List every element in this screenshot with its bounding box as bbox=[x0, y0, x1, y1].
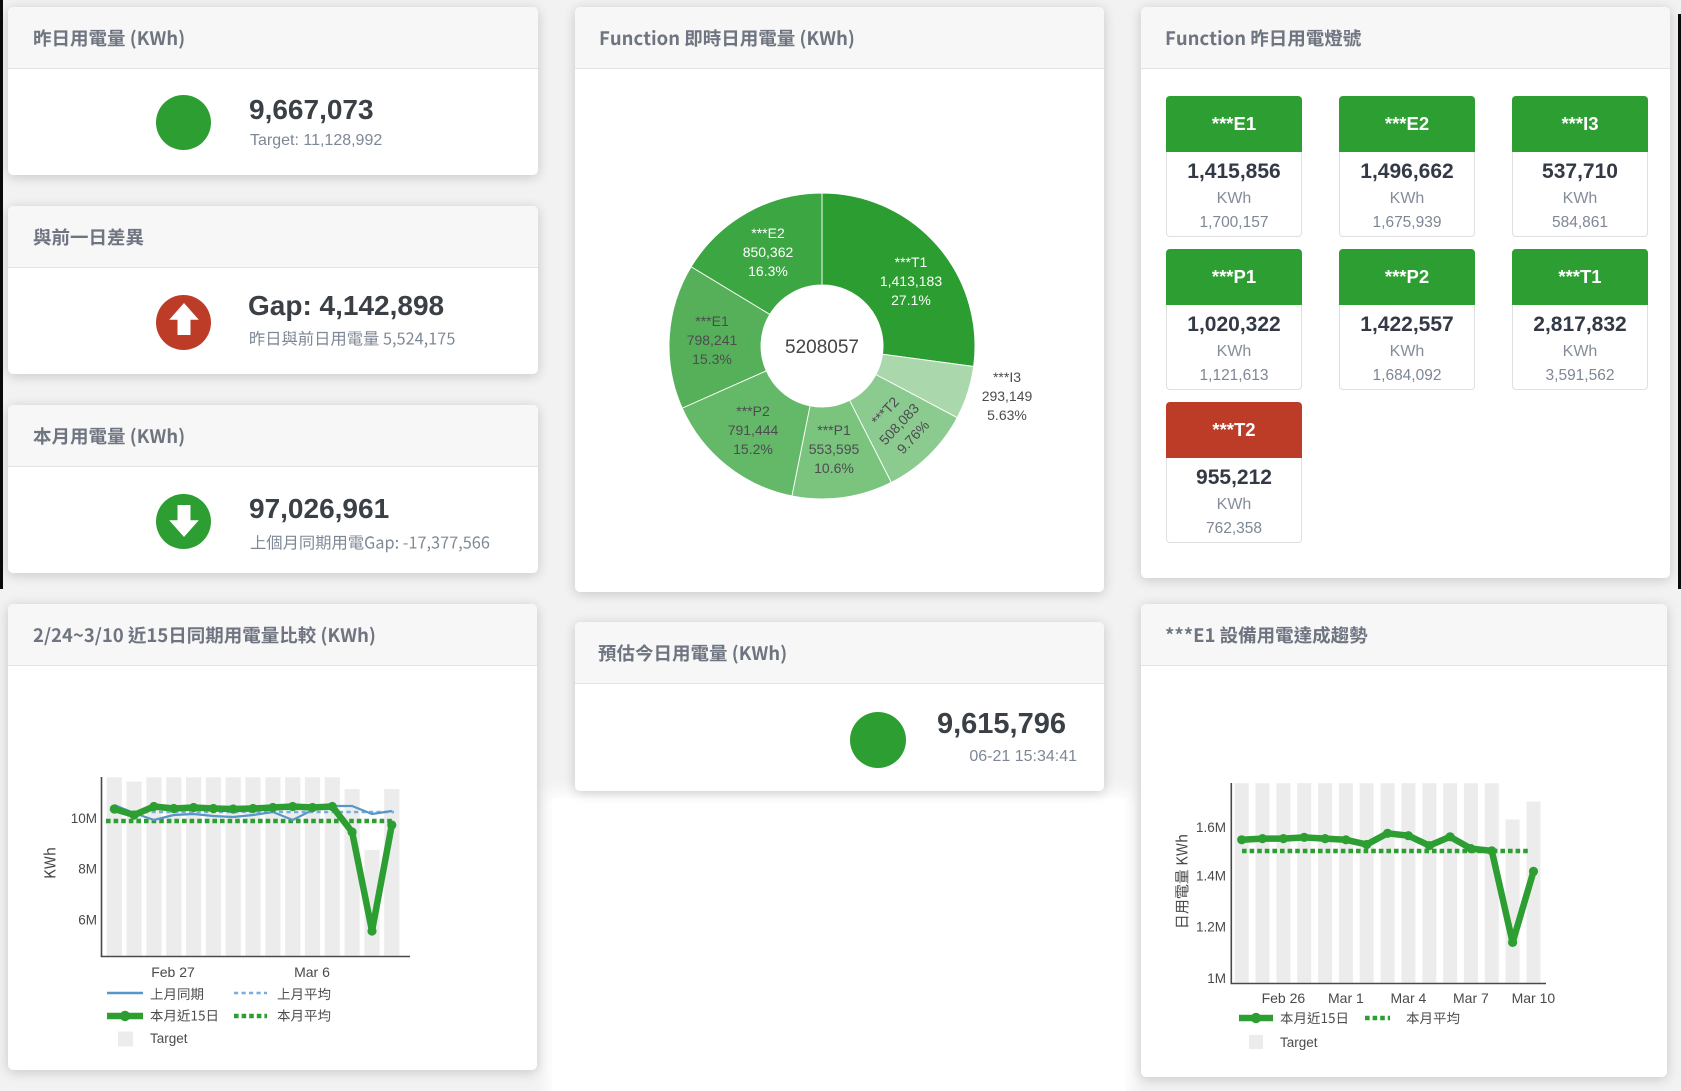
svg-text:798,241: 798,241 bbox=[687, 332, 738, 348]
svg-text:***E1: ***E1 bbox=[695, 313, 729, 329]
svg-text:1M: 1M bbox=[1207, 971, 1226, 986]
svg-text:***P2: ***P2 bbox=[736, 403, 770, 419]
svg-text:***P1: ***P1 bbox=[817, 422, 851, 438]
svg-text:1.4M: 1.4M bbox=[1196, 869, 1226, 884]
svg-text:Target: Target bbox=[150, 1031, 188, 1046]
svg-text:***E2: ***E2 bbox=[751, 225, 785, 241]
svg-text:Feb 27: Feb 27 bbox=[151, 964, 195, 980]
svg-text:***I3: ***I3 bbox=[993, 369, 1021, 385]
svg-text:553,595: 553,595 bbox=[809, 441, 860, 457]
svg-text:8M: 8M bbox=[78, 862, 97, 877]
svg-text:Feb 26: Feb 26 bbox=[1262, 990, 1306, 1006]
svg-text:15.3%: 15.3% bbox=[692, 351, 732, 367]
svg-text:Mar 6: Mar 6 bbox=[294, 964, 330, 980]
svg-text:1.6M: 1.6M bbox=[1196, 820, 1226, 835]
svg-text:293,149: 293,149 bbox=[982, 388, 1033, 404]
svg-text:850,362: 850,362 bbox=[743, 244, 794, 260]
svg-text:6M: 6M bbox=[78, 913, 97, 928]
svg-text:10.6%: 10.6% bbox=[814, 460, 854, 476]
svg-text:5208057: 5208057 bbox=[785, 337, 859, 358]
svg-text:791,444: 791,444 bbox=[728, 422, 779, 438]
svg-text:16.3%: 16.3% bbox=[748, 263, 788, 279]
svg-text:1,413,183: 1,413,183 bbox=[880, 273, 942, 289]
svg-text:Mar 7: Mar 7 bbox=[1453, 990, 1489, 1006]
svg-text:Mar 10: Mar 10 bbox=[1512, 990, 1556, 1006]
svg-text:Target: Target bbox=[1280, 1035, 1318, 1050]
svg-text:Mar 4: Mar 4 bbox=[1391, 990, 1427, 1006]
svg-text:10M: 10M bbox=[71, 811, 97, 826]
svg-text:27.1%: 27.1% bbox=[891, 292, 931, 308]
svg-text:1.2M: 1.2M bbox=[1196, 920, 1226, 935]
svg-text:5.63%: 5.63% bbox=[987, 407, 1027, 423]
svg-text:15.2%: 15.2% bbox=[733, 441, 773, 457]
svg-text:Mar 1: Mar 1 bbox=[1328, 990, 1364, 1006]
svg-text:***T1: ***T1 bbox=[895, 254, 928, 270]
